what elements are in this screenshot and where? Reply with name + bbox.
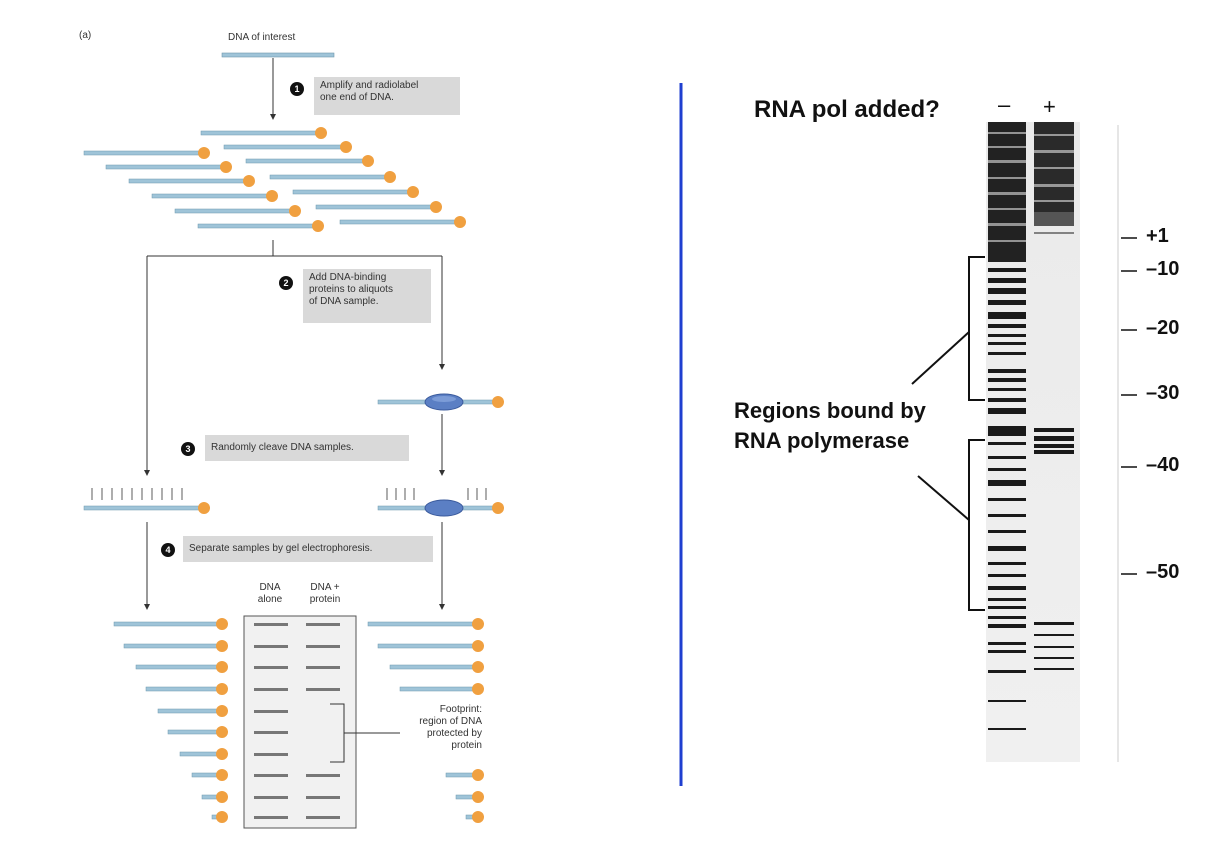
step2-line1: Add DNA-binding	[309, 272, 387, 283]
gel-col1-header: DNA alone	[250, 582, 290, 606]
regions-bound-label: Regions bound by RNA polymerase	[734, 396, 926, 456]
position-label: –30	[1146, 382, 1180, 404]
gel-col2-line1: DNA +	[310, 582, 340, 593]
dna-of-interest-label: DNA of interest	[228, 32, 296, 43]
footprint-label: Footprint: region of DNA protected by pr…	[392, 704, 482, 752]
panel-label: (a)	[79, 30, 92, 41]
rna-pol-footprint-gel	[986, 122, 1080, 762]
fragments-dna-protein	[367, 618, 484, 823]
step2-badge: 2	[279, 276, 293, 290]
regions-line1: Regions bound by	[734, 398, 926, 423]
position-label: –50	[1146, 561, 1180, 583]
dna-of-interest-strand	[221, 52, 335, 58]
position-label: –20	[1146, 317, 1180, 339]
step1-line1: Amplify and radiolabel	[320, 80, 419, 91]
footprint-line3: protected by	[426, 728, 482, 739]
footprint-line1: Footprint:	[439, 704, 482, 715]
protein-bound-strand	[377, 393, 504, 411]
cleaved-dna-alone	[83, 488, 210, 514]
gel-col2-header: DNA + protein	[300, 582, 350, 606]
gel-col1-line1: DNA	[259, 582, 281, 593]
step1-badge: 1	[290, 82, 304, 96]
lane-plus-label: +	[1043, 94, 1056, 119]
step3-badge: 3	[181, 442, 195, 456]
lane-minus-label: –	[998, 92, 1011, 117]
step1-box: Amplify and radiolabel one end of DNA.	[314, 77, 460, 115]
position-label: –10	[1146, 258, 1180, 280]
step4-badge: 4	[161, 543, 175, 557]
step3-box: Randomly cleave DNA samples.	[205, 435, 409, 461]
regions-line2: RNA polymerase	[734, 428, 910, 453]
step2-box: Add DNA-binding proteins to aliquots of …	[303, 269, 431, 323]
position-label: +1	[1146, 225, 1169, 247]
step4-box: Separate samples by gel electrophoresis.	[183, 536, 433, 562]
footprint-line4: protein	[451, 740, 482, 751]
step2-line2: proteins to aliquots	[309, 284, 393, 295]
position-label: –40	[1146, 454, 1180, 476]
amplified-labeled-strands	[83, 127, 466, 232]
footprint-line2: region of DNA	[419, 716, 482, 727]
footprint-gel	[243, 615, 400, 829]
step1-line2: one end of DNA.	[320, 92, 394, 103]
rna-pol-question: RNA pol added?	[754, 96, 940, 123]
cleaved-dna-protein	[377, 488, 504, 517]
fragments-dna-alone	[113, 618, 228, 823]
gel-col2-line2: protein	[309, 594, 341, 605]
gel-bands	[988, 122, 1074, 730]
gel-col1-line2: alone	[257, 594, 283, 605]
step2-line3: of DNA sample.	[309, 296, 379, 307]
